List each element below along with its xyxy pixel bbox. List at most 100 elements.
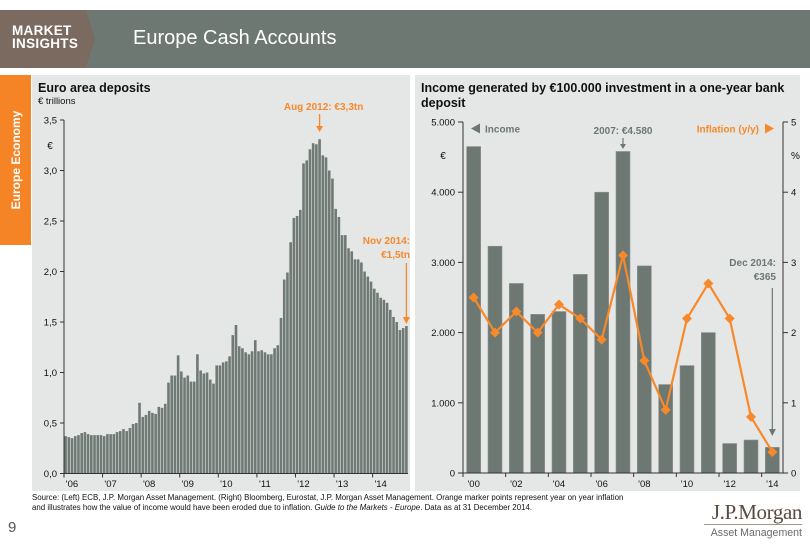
x-tick-label: '07 (104, 479, 116, 490)
logo-wordmark: J.P.Morgan (711, 500, 803, 524)
y-tick-label: 2,0 (44, 267, 57, 278)
bar (199, 370, 202, 474)
x-tick-label: '10 (681, 479, 693, 490)
income-bar (594, 191, 609, 474)
bar (151, 412, 154, 474)
inflation-marker (703, 278, 714, 289)
income-chart-panel: 0 1.000 2.000 3.000 4.000 5.000 0 1 2 3 4 5 €% '00 '02… (415, 75, 800, 491)
source-line-2-text: and illustrates how the value of income … (32, 503, 315, 512)
bar (228, 356, 231, 474)
y-tick-label: 3,5 (44, 116, 57, 127)
bar (305, 160, 309, 474)
inflation-marker (724, 313, 735, 324)
bar (173, 375, 177, 474)
income-bar (615, 151, 631, 474)
inflation-marker (660, 404, 671, 415)
euro-deposits-chart-panel: 0,0 0,5 1,0 1,5 2,0 2,5 3,0 3,5 € '06 '07 '08 '09 '10… (32, 75, 410, 491)
bar (154, 413, 157, 474)
bar (405, 326, 408, 474)
chart-title: Euro area deposits (38, 81, 151, 95)
bar (366, 276, 370, 474)
bar (241, 348, 244, 474)
inflation-marker (746, 411, 756, 422)
euro-deposits-chart: 0,0 0,5 1,0 1,5 2,0 2,5 3,0 3,5 € '06 '07 '08 '09 '10… (44, 102, 410, 490)
bar (244, 352, 247, 474)
bar (64, 436, 67, 474)
x-tick-label: '06 (66, 479, 78, 490)
bar (234, 325, 238, 474)
right-y-tick-label: 5 (791, 118, 796, 129)
brand-line-2: INSIGHTS (12, 35, 79, 51)
bar (144, 414, 148, 474)
bar (311, 143, 315, 474)
x-tick-label: '11 (259, 479, 271, 490)
bar (86, 434, 90, 474)
bar (247, 354, 251, 474)
bar (135, 423, 138, 474)
bar (131, 424, 135, 474)
bar (205, 372, 209, 474)
x-tick-label: '09 (182, 479, 194, 490)
bar (315, 144, 318, 474)
bar (260, 350, 264, 474)
x-tick-label: '12 (723, 479, 735, 490)
bar (73, 436, 77, 474)
x-tick-label: '10 (220, 479, 232, 490)
legend-inflation-label: Inflation (y/y) (697, 125, 759, 136)
bar (276, 345, 280, 474)
bar (192, 381, 196, 474)
bar (77, 435, 80, 474)
bar (286, 272, 289, 474)
bar (372, 288, 376, 474)
bar (350, 251, 354, 474)
left-arrow-icon (471, 123, 480, 134)
y-tick-label: 0,0 (44, 469, 57, 480)
bar (125, 431, 128, 474)
source-line-2: and illustrates how the value of income … (32, 503, 623, 513)
bar (379, 297, 382, 474)
bar (96, 435, 100, 474)
x-tick-label: '12 (297, 479, 309, 490)
inflation-marker (682, 313, 692, 324)
income-bar (466, 146, 481, 474)
bar (250, 351, 254, 474)
annotation-label: €1,5tn (381, 250, 410, 261)
section-tab: Europe Economy (0, 75, 31, 245)
right-y-tick-label: 4 (791, 188, 796, 199)
source-date-note: . Data as at 31 December 2014. (420, 503, 533, 512)
bar (282, 279, 286, 474)
bar (183, 377, 186, 474)
bar (273, 348, 276, 474)
bar (231, 335, 235, 474)
inflation-marker-series (468, 250, 778, 457)
brand-line-1: MARKET (12, 23, 72, 38)
left-y-tick-label: 0 (450, 469, 455, 480)
bar (138, 402, 141, 474)
bar (180, 371, 183, 474)
inflation-marker (468, 292, 479, 303)
left-y-tick-label: 4.000 (431, 188, 455, 199)
bar (321, 155, 325, 474)
y-tick-label: 2,5 (44, 217, 57, 228)
bar (298, 209, 302, 474)
annotation-label: 2007: €4.580 (594, 126, 653, 137)
right-arrow-icon (765, 123, 774, 134)
bar (344, 235, 347, 474)
bar (263, 352, 267, 474)
annotation-label: Dec 2014: (729, 258, 776, 269)
bar (340, 235, 344, 474)
x-tick-label: '06 (595, 479, 607, 490)
header-bar: MARKET INSIGHTS Europe Cash Accounts (0, 10, 810, 68)
bar (292, 217, 296, 474)
legend-income-label: Income (485, 125, 520, 136)
bar (237, 346, 241, 474)
annotation-arrow-head (402, 317, 410, 324)
inflation-marker (490, 327, 500, 338)
right-y-tick-label: 3 (791, 258, 796, 269)
section-tab-label: Europe Economy (8, 110, 23, 210)
bar (99, 435, 103, 474)
bar (212, 383, 215, 474)
source-note: Source: (Left) ECB, J.P. Morgan Asset Ma… (32, 493, 623, 513)
bar (376, 292, 379, 474)
right-y-tick-label: 0 (791, 469, 796, 480)
